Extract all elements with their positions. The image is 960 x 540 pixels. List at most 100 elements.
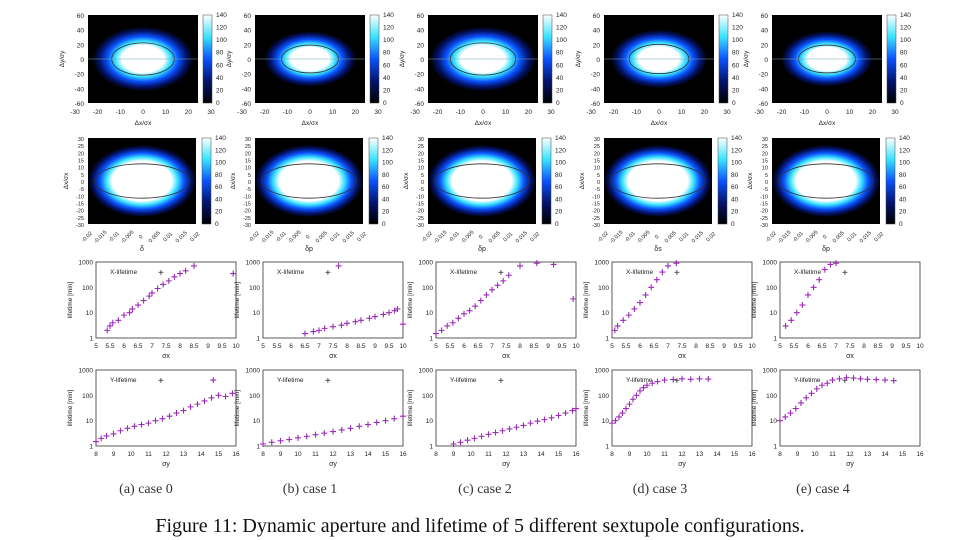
aperture-contour [261, 163, 357, 199]
x-tick-label: 10 [916, 343, 924, 350]
y-axis-label: lifetime [min] [407, 282, 414, 319]
y-tick-label: 100 [82, 393, 93, 400]
x-tick-label: -10 [800, 109, 810, 116]
data-point [821, 266, 828, 273]
y-lifetime-case-2: 1000 100 10 18 9 10 11 12 13 14 15 16 σy lifetime [mi… [407, 368, 580, 469]
data-point [386, 309, 392, 316]
x-tick-label: 10 [748, 343, 756, 350]
x-tick-label: 6.5 [473, 343, 482, 350]
data-point [131, 423, 138, 430]
colorbar-tick-label: 0 [899, 221, 903, 228]
x-tick-label: -20 [260, 109, 270, 116]
x-tick-label: 8 [610, 451, 614, 458]
colorbar-tick-label: 120 [383, 25, 394, 32]
colorbar-tick-label: 40 [731, 196, 739, 203]
y-tick-label: 5 [597, 173, 600, 179]
data-point [777, 417, 783, 424]
x-tick-label: 6 [122, 343, 126, 350]
x-tick-label: 7.5 [328, 343, 337, 350]
x-axis-label: Δx/σx [651, 120, 668, 127]
data-point [208, 394, 215, 401]
x-tick-label: 7 [490, 343, 494, 350]
y-tick-label: 10 [602, 310, 610, 317]
data-point [665, 262, 671, 269]
data-point [372, 313, 378, 320]
colorbar-tick-label: 120 [215, 147, 226, 154]
data-point [788, 317, 795, 324]
plot-frame [611, 369, 753, 447]
y-tick-label: -40 [242, 86, 252, 93]
data-point [631, 305, 638, 312]
aperture-region [772, 144, 880, 218]
aperture-region [604, 144, 712, 218]
y-tick-label: -25 [760, 216, 768, 222]
colorbar-tick-label: 40 [556, 75, 564, 82]
data-point [182, 267, 189, 274]
data-point [160, 281, 167, 288]
x-tick-label: 20 [525, 109, 533, 116]
y-tick-label: 5 [421, 173, 424, 179]
colorbar-tick-label: 120 [382, 147, 393, 154]
x-tick-label: -0.01 [624, 231, 637, 244]
x-tick-label: 16 [916, 451, 924, 458]
y-tick-label: 10 [594, 166, 600, 172]
colorbar-tick-label: 20 [382, 209, 390, 216]
x-tick-label: 20 [185, 109, 193, 116]
y-tick-label: 1000 [419, 260, 434, 267]
x-tick-label: 0.01 [502, 231, 514, 243]
x-tick-label: 15 [899, 451, 907, 458]
data-point [850, 375, 857, 382]
data-point [679, 375, 685, 382]
data-point [310, 328, 317, 335]
data-point [149, 289, 155, 296]
data-point [649, 380, 656, 387]
data-point [321, 430, 328, 437]
data-point [500, 277, 507, 284]
x-tick-label: 10 [399, 343, 407, 350]
data-point [366, 315, 373, 322]
data-point [534, 418, 541, 425]
x-axis-label: δ [140, 246, 144, 253]
data-point [648, 284, 655, 291]
data-point [201, 397, 208, 404]
x-tick-label: -20 [433, 109, 443, 116]
plot-frame [262, 261, 404, 339]
x-tick-label: 9 [206, 343, 210, 350]
x-tick-label: 12 [846, 451, 854, 458]
x-tick-label: -0.005 [636, 230, 651, 245]
x-axis-label: σx [846, 353, 854, 360]
data-point [696, 375, 703, 382]
colorbar-tick-label: 40 [382, 196, 390, 203]
plot-frame [779, 261, 921, 339]
colorbar [368, 137, 379, 225]
x-tick-label: 30 [207, 109, 215, 116]
data-point [177, 270, 183, 277]
colorbar-tick-label: 100 [382, 160, 393, 167]
colorbar-tick-label: 100 [731, 160, 742, 167]
x-tick-label: -30 [586, 109, 596, 116]
subcaption-case-2: (c) case 2 [458, 482, 512, 497]
x-tick-label: 0 [308, 109, 312, 116]
colorbar-tick-label: 100 [216, 37, 227, 44]
y-tick-label: 100 [598, 393, 609, 400]
data-point [338, 426, 345, 433]
data-point [165, 277, 172, 284]
y-tick-label: -20 [243, 209, 251, 215]
x-axis-label: σx [678, 353, 686, 360]
colorbar [202, 14, 213, 104]
x-tick-label: -30 [237, 109, 247, 116]
x-tick-label: 9 [452, 451, 456, 458]
data-point [792, 405, 799, 412]
plot-frame [262, 369, 404, 447]
colorbar-tick-label: 100 [555, 160, 566, 167]
data-point [637, 387, 643, 394]
colorbar-tick-label: 0 [215, 221, 219, 228]
x-tick-label: 9.5 [733, 343, 742, 350]
colorbar-tick-label: 80 [899, 172, 907, 179]
y-tick-label: -30 [416, 223, 424, 229]
x-axis-label: Δx/σx [819, 120, 836, 127]
data-point [352, 318, 359, 325]
